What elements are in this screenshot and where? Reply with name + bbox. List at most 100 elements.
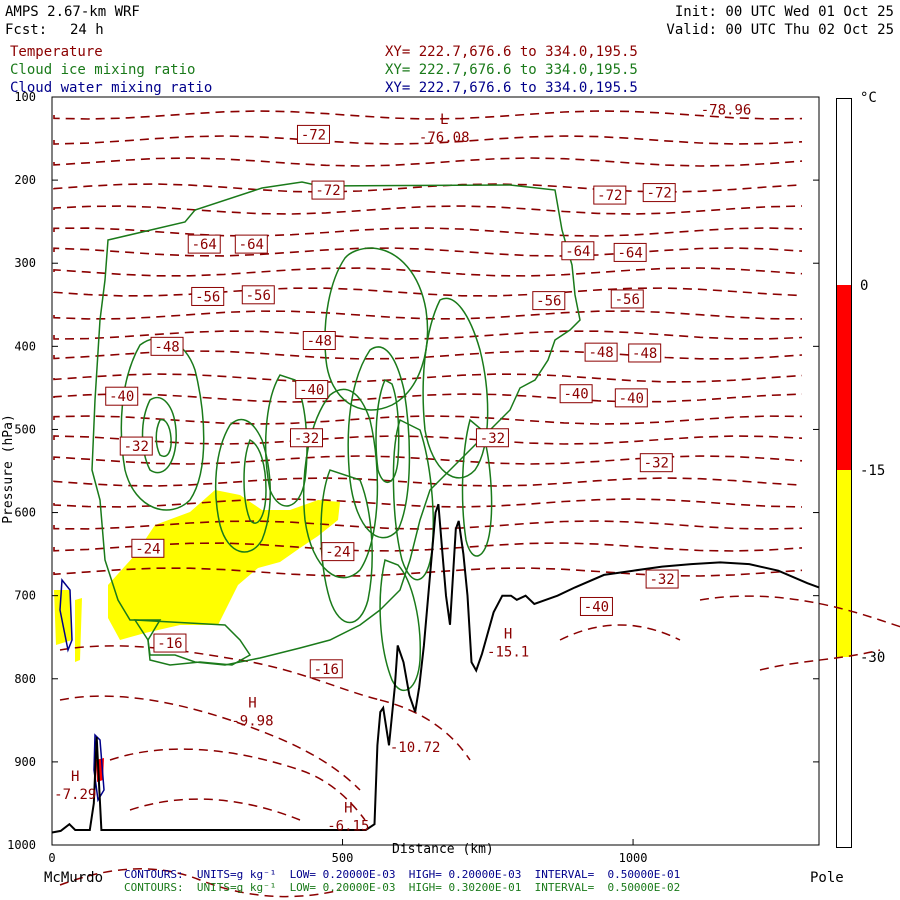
isotherm [53,477,803,487]
isotherm-label-box [150,336,184,356]
isotherm-label-box [119,436,153,456]
isotherm-label: -24 [135,541,160,557]
y-tick-label: 200 [14,173,36,187]
isotherm [53,350,803,360]
isotherm-label-box [561,241,595,261]
y-tick-label: 100 [14,90,36,104]
isotherm-label: -48 [632,346,657,362]
isotherm-label-box [295,380,329,400]
extremum-marker: H [248,696,256,712]
isotherm-label: -40 [299,383,324,399]
isotherm-label: -56 [615,292,640,308]
extremum-marker: H [71,769,79,785]
forecast-label: Fcst: [5,22,48,38]
isotherm-label: -32 [480,431,505,447]
colorbar-yellow-band [837,470,851,657]
colorbar-tick-0: 0 [860,278,869,294]
isotherm [53,287,803,297]
isotherm-label: -32 [124,439,149,455]
isotherm-label-box [296,124,330,144]
extremum-value: -7.29 [54,787,96,803]
colorbar-tick-30: -30 [860,650,886,666]
isotherm [53,415,803,425]
isotherm-label-box [191,286,225,306]
cloud-water-fill-left [54,590,72,645]
isotherm [53,373,803,383]
isotherm-label: -56 [246,288,271,304]
isotherm-label: -48 [307,334,332,350]
isotherm-label-box [642,183,676,203]
x-axis-title: Distance (km) [392,842,494,857]
isotherm-label: -56 [195,289,220,305]
y-axis-title: Pressure (hPa) [0,414,16,524]
cloud-water-contour [59,578,73,653]
isotherm-label-box [302,331,336,351]
y-tick-label: 400 [14,339,36,353]
extremum-value: -78.96 [701,102,752,118]
init-time: Init: 00 UTC Wed 01 Oct 25 [674,4,894,20]
isotherm-label-box [131,538,165,558]
isotherm [53,267,803,277]
isotherm-label: -40 [619,391,644,407]
cloud-ice-contour [214,418,271,553]
y-tick-label: 300 [14,256,36,270]
isotherm-label-box [187,234,221,254]
isotherm [53,542,803,552]
isotherm [53,498,803,508]
colorbar-unit: °C [860,90,877,106]
cloud-ice-contour [141,397,177,474]
end-location-label: Pole [810,870,844,886]
isotherm-label-box [234,234,268,254]
xy-cloud-ice: XY= 222.7,676.6 to 334.0,195.5 [385,62,638,78]
extremum-marker: L [440,112,448,128]
isotherm-label: -40 [109,389,134,405]
extremum-marker: H [504,627,512,643]
isotherm-label: -32 [294,431,319,447]
isotherm [699,595,900,628]
isotherm-label-box [645,569,679,589]
x-tick-label: 1000 [619,851,648,865]
colorbar [836,98,852,848]
extremum-value: -76.08 [419,130,470,146]
terrain-profile [51,503,820,834]
colorbar-red-band [837,285,851,470]
extremum-marker: H [344,800,352,816]
isotherm-label: -40 [584,599,609,615]
isotherm [53,247,803,257]
isotherm-label-box [309,659,343,679]
y-tick-label: 800 [14,672,36,686]
isotherm [53,520,803,530]
xy-cloud-water: XY= 222.7,676.6 to 334.0,195.5 [385,80,638,96]
colorbar-tick-15: -15 [860,463,886,479]
isotherm-label-box [579,596,613,616]
isotherm [53,157,803,167]
isotherm-label-box [613,242,647,262]
xy-temperature: XY= 222.7,676.6 to 334.0,195.5 [385,44,638,60]
cloud-water-fill [108,490,340,640]
isotherm-label-box [290,428,324,448]
isotherm-label-box [559,384,593,404]
isotherm-label: -16 [157,636,182,652]
isotherm-label-box [628,343,662,363]
isotherm-label: -64 [618,245,643,261]
isotherm-label-box [475,428,509,448]
start-location-label: McMurdo [44,870,104,886]
cloud-ice-contour [375,378,400,483]
isotherm-label: -64 [565,244,590,260]
cloud-ice-contour [133,619,252,666]
isotherm-label-box [153,633,187,653]
x-tick-label: 0 [48,851,55,865]
field-cloud-ice: Cloud ice mixing ratio [10,62,196,78]
plot-frame [51,96,820,846]
isotherm-label-box [593,185,627,205]
cloud-water-fill-edge [75,598,82,662]
isotherm [53,393,803,403]
cloud-ice-contour [324,247,429,411]
isotherm-label: -24 [325,545,350,561]
isotherm [109,748,366,821]
isotherm [759,649,881,671]
y-tick-label: 900 [14,755,36,769]
contours-cloud-ice: CONTOURS: UNITS=g kg⁻¹ LOW= 0.20000E-03 … [124,881,681,894]
field-cloud-water: Cloud water mixing ratio [10,80,213,96]
isotherm-label: -72 [647,186,672,202]
